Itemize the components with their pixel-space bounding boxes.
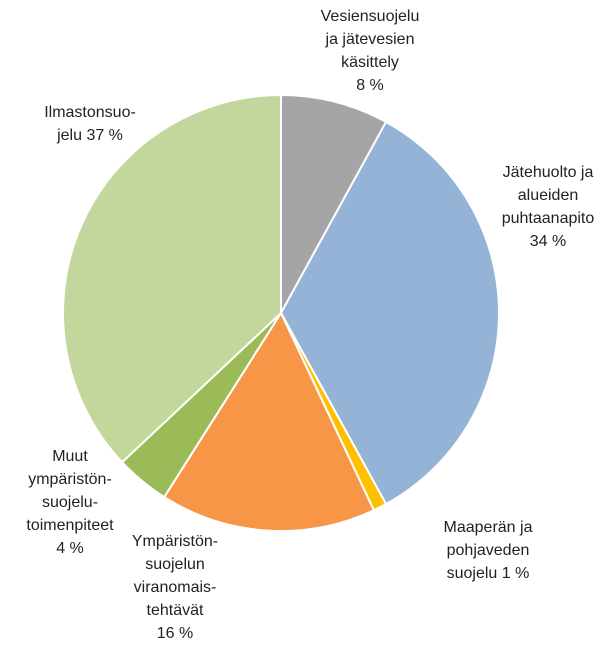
category-name: Maaperän ja pohjaveden suojelu bbox=[443, 519, 533, 582]
value-label: 4 % bbox=[56, 540, 84, 557]
category-name: Muut ympäristön-suojelu-toimenpiteet bbox=[26, 448, 114, 534]
value-label: 1 % bbox=[501, 565, 530, 582]
slice-label: Ympäristön-suojelun viranomais-tehtävät … bbox=[125, 530, 225, 645]
value-label: 37 % bbox=[86, 127, 123, 144]
slice-label: Ilmastonsuo-jelu 37 % bbox=[35, 101, 145, 147]
category-name: Jätehuolto ja alueiden puhtaanapito bbox=[501, 164, 595, 227]
slice-label: Vesiensuojelu ja jätevesien käsittely 8 … bbox=[314, 5, 426, 97]
category-name: Vesiensuojelu ja jätevesien käsittely bbox=[320, 8, 420, 71]
value-label: 34 % bbox=[529, 233, 567, 250]
slice-label: Jätehuolto ja alueiden puhtaanapito 34 % bbox=[493, 161, 603, 253]
pie-slice bbox=[280, 93, 388, 314]
value-label: 8 % bbox=[356, 77, 384, 94]
pie-slice bbox=[279, 120, 500, 506]
slice-label: Muut ympäristön-suojelu-toimenpiteet 4 % bbox=[23, 445, 118, 560]
value-label: 16 % bbox=[156, 625, 194, 642]
category-name: Ilmastonsuo-jelu bbox=[44, 104, 136, 144]
category-name: Ympäristön-suojelun viranomais-tehtävät bbox=[131, 533, 219, 619]
pie-slice bbox=[162, 310, 376, 532]
pie-slice bbox=[62, 93, 282, 464]
slice-label: Maaperän ja pohjaveden suojelu 1 % bbox=[438, 516, 538, 585]
